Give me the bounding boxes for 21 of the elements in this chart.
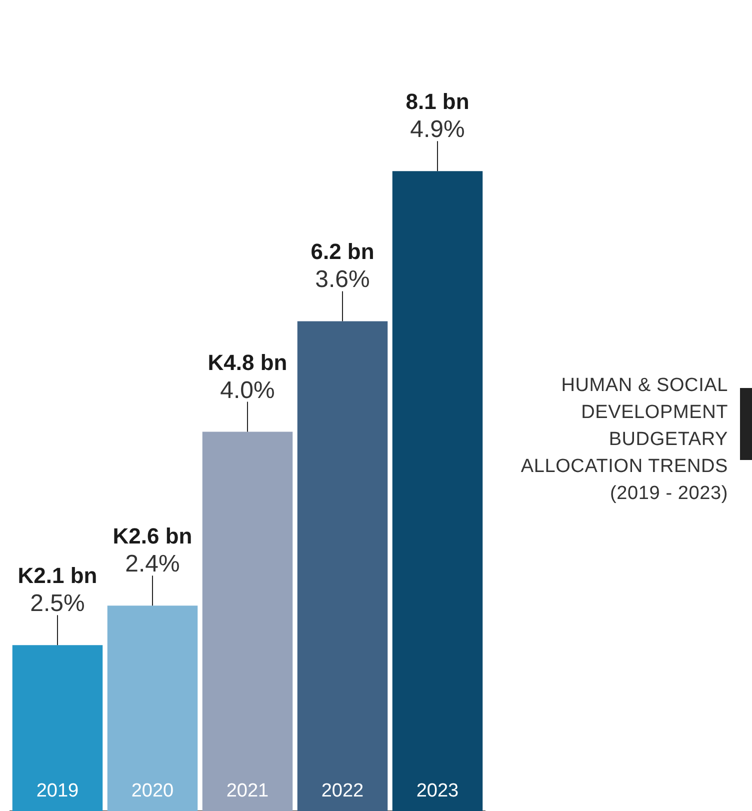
x-tick-label: 2021 (226, 780, 269, 802)
data-label: K2.6 bn (112, 524, 192, 549)
bar (297, 321, 388, 811)
bar (392, 171, 483, 811)
annotation: 2.5% (30, 590, 85, 618)
x-tick-label: 2020 (131, 780, 174, 802)
annotation: 3.6% (315, 266, 370, 294)
bar (107, 606, 198, 811)
data-label: 8.1 bn (406, 89, 470, 114)
data-label: 6.2 bn (310, 239, 374, 264)
x-tick-label: 2022 (321, 780, 364, 802)
annotation: 4.0% (220, 376, 275, 404)
bar (12, 645, 103, 811)
data-label: K4.8 bn (208, 350, 288, 375)
x-tick-label: 2023 (416, 780, 459, 802)
text: HUMAN & SOCIAL DEVELOPMENT BUDGETARY ALLOCATION TRENDS (2019 - 2023) (520, 374, 728, 506)
data-label: K2.1 bn (18, 563, 98, 588)
annotation: 2.4% (125, 550, 180, 578)
bar (202, 432, 293, 811)
annotation: 4.9% (410, 116, 465, 144)
x-tick-label: 2019 (36, 780, 79, 802)
